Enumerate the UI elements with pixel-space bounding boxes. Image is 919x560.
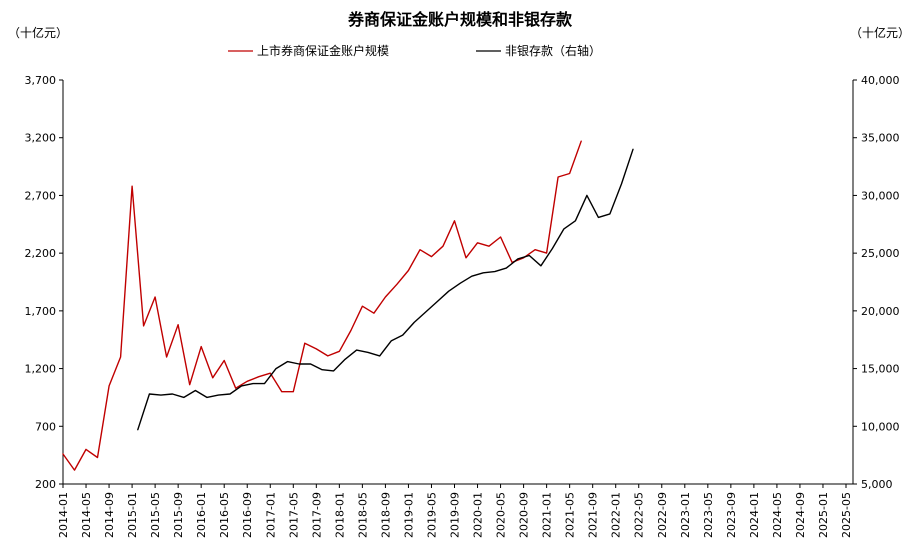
axes xyxy=(62,80,854,485)
x-tick-label: 2022-05 xyxy=(633,492,646,538)
x-tick-label: 2021-09 xyxy=(587,492,600,538)
x-tick-label: 2018-09 xyxy=(379,492,392,538)
x-tick-label: 2016-01 xyxy=(195,492,208,538)
x-tick-label: 2023-01 xyxy=(679,492,692,538)
x-tick-label: 2019-09 xyxy=(449,492,462,538)
left-axis-unit: （十亿元） xyxy=(8,25,68,40)
x-tick-label: 2020-01 xyxy=(472,492,485,538)
x-tick-label: 2016-05 xyxy=(218,492,231,538)
right-tick-label: 35,000 xyxy=(861,132,900,145)
x-tick-label: 2024-05 xyxy=(771,492,784,538)
left-tick-label: 700 xyxy=(35,420,56,433)
x-tick-label: 2024-01 xyxy=(748,492,761,538)
x-tick-label: 2025-01 xyxy=(817,492,830,538)
x-tick-label: 2024-09 xyxy=(794,492,807,538)
x-tick-label: 2014-01 xyxy=(57,492,70,538)
left-axis-ticks: 200 700 1,200 1,700 2,200 2,700 3,200 3,700 xyxy=(25,74,63,491)
x-tick-label: 2018-01 xyxy=(333,492,346,538)
x-tick-label: 2014-09 xyxy=(103,492,116,538)
x-tick-label: 2015-01 xyxy=(126,492,139,538)
left-tick-label: 2,200 xyxy=(25,247,57,260)
left-tick-label: 2,700 xyxy=(25,189,57,202)
x-tick-label: 2023-05 xyxy=(702,492,715,538)
series-layer xyxy=(62,140,634,471)
chart-title: 券商保证金账户规模和非银存款 xyxy=(347,10,573,29)
x-tick-label: 2019-01 xyxy=(402,492,415,538)
x-tick-label: 2017-01 xyxy=(264,492,277,538)
left-tick-label: 3,200 xyxy=(25,132,57,145)
x-tick-label: 2020-05 xyxy=(495,492,508,538)
x-tick-label: 2017-05 xyxy=(287,492,300,538)
x-tick-label: 2015-09 xyxy=(172,492,185,538)
x-tick-label: 2022-09 xyxy=(656,492,669,538)
right-tick-label: 30,000 xyxy=(861,189,900,202)
x-tick-label: 2023-09 xyxy=(725,492,738,538)
right-tick-label: 10,000 xyxy=(861,420,900,433)
x-tick-label: 2015-05 xyxy=(149,492,162,538)
legend-label-series-1: 上市券商保证金账户规模 xyxy=(257,43,389,58)
x-tick-label: 2014-05 xyxy=(80,492,93,538)
left-tick-label: 200 xyxy=(35,478,56,491)
right-axis-unit: （十亿元） xyxy=(850,25,910,40)
right-tick-label: 20,000 xyxy=(861,305,900,318)
x-tick-label: 2021-01 xyxy=(541,492,554,538)
right-tick-label: 25,000 xyxy=(861,247,900,260)
legend: 上市券商保证金账户规模 非银存款（右轴） xyxy=(228,43,601,58)
x-tick-label: 2020-09 xyxy=(518,492,531,538)
series-line-1 xyxy=(62,140,582,471)
left-tick-label: 3,700 xyxy=(25,74,57,87)
left-tick-label: 1,700 xyxy=(25,305,57,318)
x-tick-label: 2025-05 xyxy=(840,492,853,538)
left-tick-label: 1,200 xyxy=(25,363,57,376)
right-tick-label: 40,000 xyxy=(861,74,900,87)
right-tick-label: 5,000 xyxy=(861,478,893,491)
x-tick-label: 2022-01 xyxy=(610,492,623,538)
x-axis-ticks: 2014-01 2014-05 2014-09 2015-01 2015-05 2015-… xyxy=(57,484,853,538)
x-tick-label: 2019-05 xyxy=(425,492,438,538)
x-tick-label: 2016-09 xyxy=(241,492,254,538)
right-tick-label: 15,000 xyxy=(861,363,900,376)
x-tick-label: 2021-05 xyxy=(564,492,577,538)
right-axis-ticks: 5,000 10,000 15,000 20,000 25,000 30,000 35,00… xyxy=(853,74,900,491)
x-tick-label: 2017-09 xyxy=(310,492,323,538)
legend-label-series-2: 非银存款（右轴） xyxy=(505,43,601,58)
x-tick-label: 2018-05 xyxy=(356,492,369,538)
series-line-2 xyxy=(137,148,634,431)
